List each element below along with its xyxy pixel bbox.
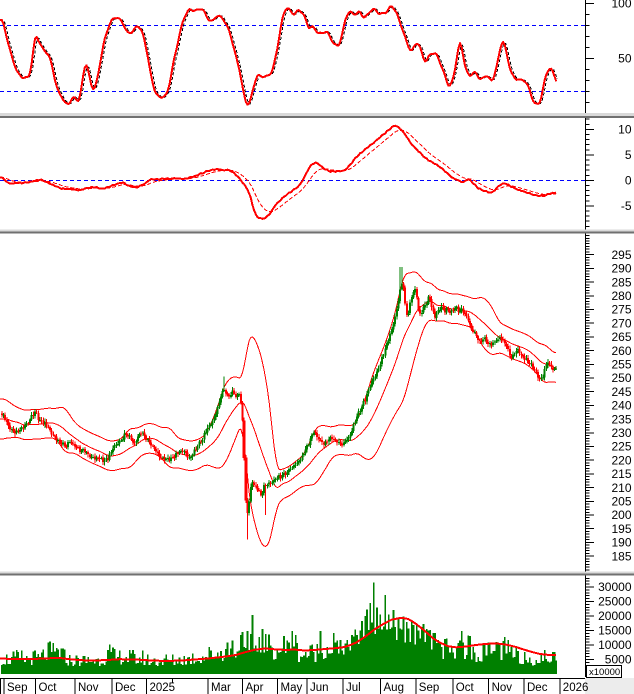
svg-text:2026: 2026 <box>563 682 589 694</box>
svg-text:200: 200 <box>611 508 631 522</box>
svg-text:20000: 20000 <box>598 609 632 623</box>
svg-text:Oct: Oct <box>456 682 475 694</box>
svg-text:2025: 2025 <box>150 682 176 694</box>
svg-text:240: 240 <box>611 399 631 413</box>
svg-text:-5: -5 <box>621 199 632 213</box>
svg-text:275: 275 <box>611 303 631 317</box>
svg-text:Aug: Aug <box>384 682 404 694</box>
svg-text:15000: 15000 <box>598 624 632 638</box>
svg-text:225: 225 <box>611 440 631 454</box>
svg-text:195: 195 <box>611 522 631 536</box>
svg-text:290: 290 <box>611 262 631 276</box>
svg-text:295: 295 <box>611 248 631 262</box>
svg-text:Sep: Sep <box>7 682 27 694</box>
svg-text:Mar: Mar <box>211 682 231 694</box>
svg-text:230: 230 <box>611 426 631 440</box>
svg-text:10000: 10000 <box>598 638 632 652</box>
svg-text:185: 185 <box>611 549 631 563</box>
svg-text:205: 205 <box>611 495 631 509</box>
svg-text:265: 265 <box>611 330 631 344</box>
svg-text:260: 260 <box>611 344 631 358</box>
svg-text:Nov: Nov <box>492 682 513 694</box>
svg-text:Sep: Sep <box>419 682 439 694</box>
svg-text:May: May <box>281 682 303 694</box>
svg-text:215: 215 <box>611 467 631 481</box>
svg-text:Dec: Dec <box>115 682 136 694</box>
svg-text:250: 250 <box>611 371 631 385</box>
svg-text:280: 280 <box>611 289 631 303</box>
svg-text:10: 10 <box>618 123 632 137</box>
svg-text:Apr: Apr <box>246 682 264 694</box>
svg-text:5: 5 <box>625 148 632 162</box>
svg-text:30000: 30000 <box>598 580 632 594</box>
svg-text:210: 210 <box>611 481 631 495</box>
svg-text:285: 285 <box>611 275 631 289</box>
svg-text:50: 50 <box>618 52 632 66</box>
svg-text:100: 100 <box>611 0 631 11</box>
svg-text:5000: 5000 <box>605 653 632 667</box>
svg-text:Jun: Jun <box>310 682 329 694</box>
svg-text:190: 190 <box>611 536 631 550</box>
svg-text:Dec: Dec <box>527 682 548 694</box>
svg-text:220: 220 <box>611 453 631 467</box>
svg-text:Nov: Nov <box>78 682 99 694</box>
svg-text:Oct: Oct <box>39 682 58 694</box>
svg-text:x10000: x10000 <box>589 667 620 678</box>
svg-text:255: 255 <box>611 358 631 372</box>
svg-text:25000: 25000 <box>598 595 632 609</box>
svg-text:Jul: Jul <box>346 682 361 694</box>
svg-text:235: 235 <box>611 412 631 426</box>
svg-text:245: 245 <box>611 385 631 399</box>
svg-text:0: 0 <box>625 174 632 188</box>
svg-text:270: 270 <box>611 316 631 330</box>
